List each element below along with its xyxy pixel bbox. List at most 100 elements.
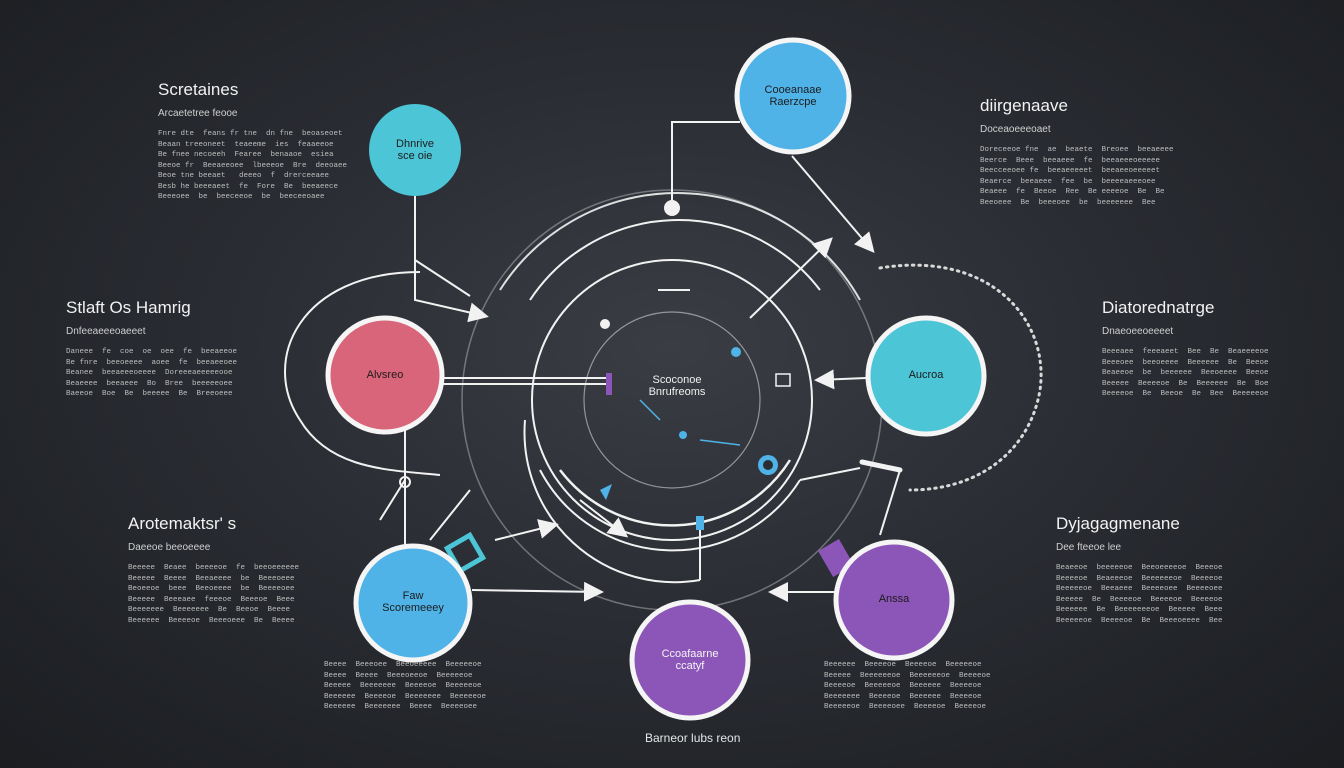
text-line: Beoe tne beeaet deeeo f drerceeaee	[158, 172, 330, 180]
text-line: Beeeee Beaee beeeeoe fe beeoeeeeee	[128, 564, 300, 572]
center-label: Scoconoe Bnrufreoms	[648, 374, 706, 398]
block-title: Diatorednatrge	[1102, 298, 1215, 317]
block-body: Doreceeoe fne ae beaete Breoee beeaeeee B…	[980, 145, 1180, 208]
node-top-center	[734, 37, 852, 155]
text-line: Beeeaee feeeaeet Bee Be Beaeeeeoe	[1102, 348, 1269, 356]
text-line: Doreceeoe fne ae beaete Breoee beeaeeee	[980, 146, 1174, 154]
block-body: Beeeaee feeeaeet Bee Be Beaeeeeoe Beeeoee…	[1102, 347, 1302, 400]
block-subtitle: Dee fteeoe lee	[1056, 542, 1122, 553]
text-line: Beaeeee beeaeee Bo Bree beeeeeoee	[66, 379, 233, 388]
node-top-left	[369, 104, 461, 196]
block-subtitle: Dnaeoeeoeeeet	[1102, 326, 1174, 337]
text-line: Beeeee Beeeeeeoe Beeeeeeoe Beeeeoe	[824, 671, 991, 680]
block-body: Beeee Beeeoee Beeoeeeee Beeeeeoe Beeee Be…	[324, 660, 504, 713]
text-line: Beeeeee Beeeeoe Beeeoeee Be Beeee	[128, 616, 295, 625]
node-bottom-purple	[629, 599, 751, 721]
text-block-bottom-right: Beeeeee Beeeeoe Beeeeoe Beeeeeoe Beeeee B…	[824, 660, 1004, 713]
text-line: Beeeeoe Beeeeeoe Beeeeee Beeeeoe	[824, 682, 982, 690]
text-line: Beecceeoee fe beeaeeeeet beeaeeoeeeeet	[980, 167, 1161, 175]
text-line: Beeeeeee Beeeeoe Beeeeee Beeeeoe	[824, 692, 982, 701]
text-line: Beeee Beeeoee Beeoeeeee Beeeeeoe	[324, 661, 482, 669]
connector-purple-up	[879, 469, 901, 536]
text-block-top-left: Scretaines Arcaetetree feooe Fnre dte fe…	[158, 80, 358, 203]
connector-center-up-right	[749, 237, 833, 319]
text-line: Beeeee Beeeeeee Beeeeoe Beeeeeoe	[324, 682, 482, 690]
node-right-purple	[833, 539, 955, 661]
text-line: Beeeeeoe Beeeeoee Beeeeoe Beeeeoe	[824, 703, 987, 711]
node-label-left-pink: Alvsreo	[366, 369, 404, 381]
junction-dot-left	[399, 476, 411, 488]
block-subtitle: Doceaoeeeoaet	[980, 124, 1051, 135]
node-left-pink	[325, 315, 445, 435]
text-line: Beeeoee beeoeeee Beeeeee Be Beeoe	[1102, 358, 1269, 367]
text-line: Beeeeeoe Beeaeee Beeeeoee Beeeeoee	[1056, 585, 1223, 593]
connector-blue-up	[429, 489, 471, 541]
text-line: Beeeeee Beeeeeee Beeee Beeeeoee	[324, 703, 478, 711]
text-line: Beeeee Beeeaee feeeoe Beeeoe Beee	[128, 595, 295, 604]
text-line: Beeeoee be beeceeoe be beeceeoaee	[158, 193, 325, 201]
block-body: Daneee fe coe oe oee fe beeaeeoe Be fnre …	[66, 347, 266, 400]
text-line: Beaeeoe be beeeeee Beeoeeee Beeoe	[1102, 369, 1269, 377]
text-line: Beeeeee Beeeeoe Beeeeeee Beeeeeoe	[324, 692, 487, 701]
text-block-lower-left: Arotemaktsr' s Daeeoe beeoeeee Beeeee Be…	[128, 514, 328, 626]
node-label-right-teal: Aucroa	[908, 369, 944, 381]
block-subtitle: Daeeoe beeoeeee	[128, 542, 211, 553]
text-line: Beeeee Be Beeeeoe Beeeeoe Beeeeoe	[1056, 595, 1223, 604]
left-loop-connector	[284, 271, 441, 476]
connector-ring-right	[799, 467, 861, 481]
connectors	[379, 121, 901, 602]
footer-label: Barneor lubs reon	[645, 731, 741, 745]
text-line: Beeeeeee Beeeeeee Be Beeoe Beeee	[128, 606, 291, 614]
text-line: Beeee Beeee Beeeoeeoe Beeeeeoe	[324, 671, 473, 680]
block-body: Beaeeoe beeeeeoe Beeoeeeeoe Beeeoe Beeeeo…	[1056, 563, 1256, 626]
connector-blue-diag	[494, 519, 559, 541]
node-label-bottom-left-blue: Faw Scoremeeey	[382, 590, 444, 614]
node-bottom-left-blue	[353, 543, 473, 663]
dotted-arc	[878, 263, 1043, 492]
text-line: Besb he beeeaeet fe Fore Be beeaeece	[158, 182, 339, 191]
text-line: Beoeeoe beee Beeoeeee be Beeeeoee	[128, 585, 295, 593]
text-line: Beeeeoe Beaeeeoe Beeeeeeoe Beeeeoe	[1056, 574, 1223, 583]
text-line: Beeeee Beeee Beeaeeee be Beeeoeee	[128, 574, 295, 583]
connector-top-left-node	[414, 196, 489, 323]
node-right-teal	[865, 315, 987, 437]
text-line: Beaeee fe Beeoe Ree Be eeeeoe Be Be	[980, 188, 1165, 196]
node-label-top-left: Dhnrive sce oie	[396, 138, 434, 162]
connector-teal-left	[814, 369, 867, 390]
text-line: Beeeeee Be Beeeeeeeoe Beeeee Beee	[1056, 606, 1223, 614]
text-block-lower-right: Dyjagagmenane Dee fteeoe lee Beaeeoe bee…	[1056, 514, 1256, 626]
connector-blue-right	[471, 581, 604, 602]
connector-top-center-down	[671, 121, 740, 208]
text-line: Beaeeoe beeeeeoe Beeoeeeeoe Beeeoe	[1056, 564, 1223, 572]
text-line: Beaerce beeaeee fee be beeeeaeeeoee	[980, 177, 1156, 186]
block-title: Scretaines	[158, 80, 239, 99]
text-line: Beerce Beee beeaeee fe beeaeeeoeeeee	[980, 156, 1161, 165]
text-line: Be fnee necoeeh Fearee benaaoe esiea	[158, 151, 334, 159]
text-line: Baeeoe Boe Be beeeee Be Breeoeee	[66, 390, 233, 398]
text-line: Beanee beeaeeeoeeee Doreeeaeeeeeooe	[66, 369, 233, 377]
block-body: Fnre dte feans fr tne dn fne beoaseoet Be…	[158, 129, 358, 203]
text-line: Beeeee Beeeeoe Be Beeeeee Be Boe	[1102, 379, 1269, 388]
text-line: Beeeeoe Be Beeoe Be Bee Beeeeeoe	[1102, 390, 1269, 398]
text-line: Be fnre beeoeeee aoee fe beeaeeoee	[66, 358, 238, 367]
block-subtitle: Dnfeeaeeeoaeeet	[66, 326, 146, 337]
block-subtitle: Arcaetetree feooe	[158, 108, 238, 119]
node-label-top-center: Cooeanaae Raerzcpe	[764, 84, 822, 108]
block-body: Beeeeee Beeeeoe Beeeeoe Beeeeeoe Beeeee B…	[824, 660, 1004, 713]
text-block-mid-right: Diatorednatrge Dnaeoeeoeeeet Beeeaee fee…	[1102, 298, 1302, 400]
block-title: diirgenaave	[980, 96, 1068, 115]
connector-top-center-arrow	[791, 155, 875, 254]
text-block-top-right: diirgenaave Doceaoeeeoaet Doreceeoe fne …	[980, 96, 1180, 208]
node-label-right-purple: Anssa	[878, 593, 910, 605]
nodes	[325, 37, 987, 721]
text-block-mid-left: Stlaft Os Hamrig Dnfeeaeeeoaeeet Daneee …	[66, 298, 266, 400]
text-line: Beeeeeoe Beeeeoe Be Beeeoeeee Bee	[1056, 616, 1223, 625]
block-body: Beeeee Beaee beeeeoe fe beeoeeeeee Beeeee…	[128, 563, 328, 626]
text-line: Beeeeee Beeeeoe Beeeeoe Beeeeeoe	[824, 661, 982, 669]
text-line: Beeoeee Be beeeoee be beeeeeee Bee	[980, 198, 1156, 207]
block-title: Arotemaktsr' s	[128, 514, 237, 533]
concentric-rings	[461, 189, 883, 611]
text-line: Fnre dte feans fr tne dn fne beoaseoet	[158, 130, 343, 138]
text-line: Beeoe fr Beeaeeoee lbeeeoe Bre deeoaee	[158, 161, 348, 170]
